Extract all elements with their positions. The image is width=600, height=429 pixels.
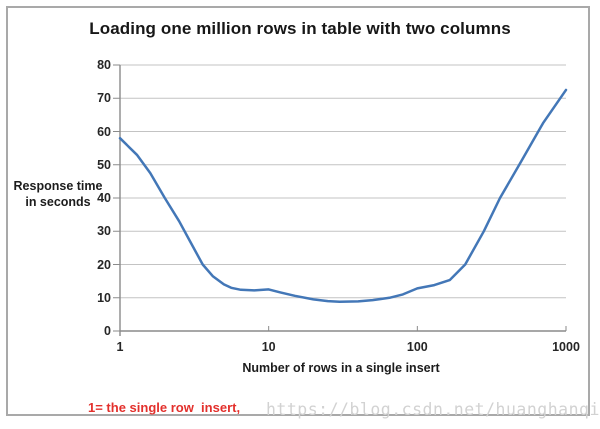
legend-note-line1: 1= the single row insert, xyxy=(88,399,241,415)
y-tick-label-70: 70 xyxy=(97,91,111,106)
x-tick-label-1000: 1000 xyxy=(552,340,580,354)
y-tick-label-0: 0 xyxy=(104,324,111,338)
y-tick-label-20: 20 xyxy=(97,257,111,272)
y-axis-title: Response time in seconds xyxy=(4,179,112,210)
y-axis-title-line1: Response time xyxy=(13,179,103,193)
chart-title: Loading one million rows in table with t… xyxy=(89,19,511,38)
y-tick-label-60: 60 xyxy=(97,124,111,139)
x-tick-label-1: 1 xyxy=(116,340,124,354)
y-tick-label-30: 30 xyxy=(97,224,111,239)
series-line-response-time xyxy=(118,88,568,303)
y-tick-label-10: 10 xyxy=(97,290,111,305)
x-axis-title: Number of rows in a single insert xyxy=(242,361,440,375)
watermark-url: https://blog.csdn.net/huanghanqian xyxy=(266,400,600,419)
legend-note-text: 1= the single row insert, >1 multiple ro… xyxy=(88,368,240,429)
y-tick-label-50: 50 xyxy=(97,157,111,172)
y-tick-label-80: 80 xyxy=(97,58,111,72)
y-axis-title-line2: in seconds xyxy=(25,194,91,209)
y-tick-label-40: 40 xyxy=(97,191,111,205)
x-tick-label-10: 10 xyxy=(261,340,276,354)
x-tick-label-100: 100 xyxy=(406,340,428,354)
